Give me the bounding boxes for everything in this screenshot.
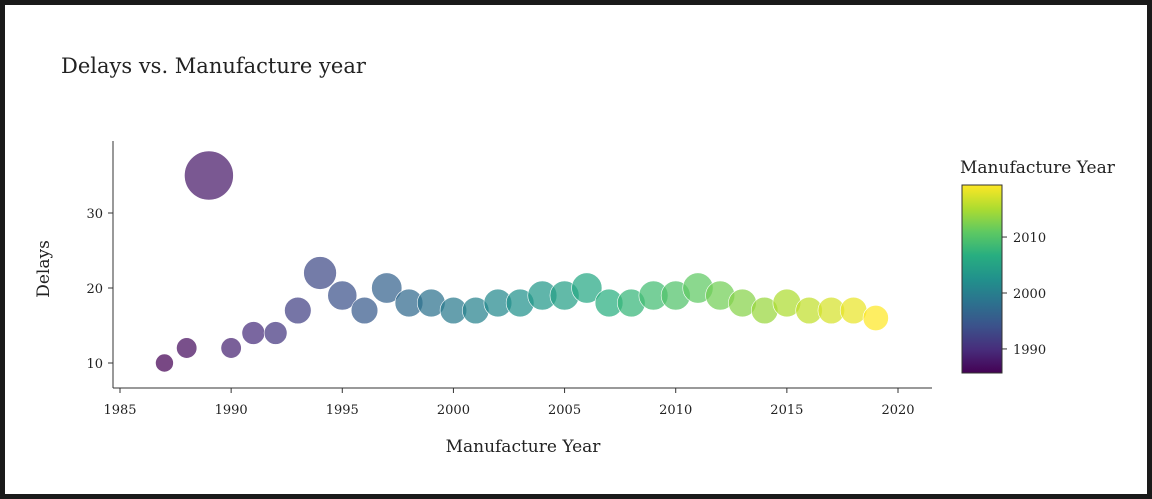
data-point (155, 353, 174, 373)
data-point (839, 296, 868, 325)
colorbar-ticks: 1990 2000 2010 (1002, 231, 1046, 358)
y-tick-label: 20 (86, 282, 103, 297)
x-tick-label: 1985 (103, 403, 136, 418)
x-axis-ticks: 1985 1990 1995 2000 2005 2010 2015 2020 (103, 388, 915, 418)
data-point (241, 321, 266, 345)
x-tick-label: 1990 (215, 403, 248, 418)
colorbar-title: Manufacture Year (960, 158, 1116, 178)
colorbar-tick-label: 2000 (1013, 287, 1046, 302)
colorbar-tick-label: 1990 (1013, 343, 1046, 358)
scatter-chart: Delays vs. Manufacture year 1985 1990 1995… (34, 54, 1116, 457)
colorbar (961, 184, 1003, 374)
data-point (184, 150, 234, 201)
x-axis-label: Manufacture Year (446, 437, 602, 457)
data-point (263, 321, 288, 345)
x-tick-label: 2000 (437, 403, 470, 418)
data-point (350, 296, 379, 325)
x-tick-label: 2010 (659, 403, 692, 418)
data-point (862, 304, 889, 332)
data-point (327, 280, 358, 311)
data-point (571, 272, 603, 304)
data-point (371, 272, 403, 304)
data-point (303, 256, 337, 290)
data-point (284, 296, 312, 325)
y-tick-label: 10 (86, 357, 103, 372)
y-axis-label: Delays (34, 240, 54, 298)
y-tick-label: 30 (86, 207, 103, 222)
data-point (176, 337, 198, 359)
data-point (220, 337, 242, 359)
chart-title: Delays vs. Manufacture year (61, 54, 367, 78)
points-layer (155, 150, 889, 373)
colorbar-tick-label: 2010 (1013, 231, 1046, 246)
x-tick-label: 2005 (548, 403, 581, 418)
x-tick-label: 2015 (770, 403, 803, 418)
chart-frame: Delays vs. Manufacture year 1985 1990 1995… (5, 5, 1147, 494)
x-tick-label: 1995 (326, 403, 359, 418)
y-axis-ticks: 10 20 30 (86, 207, 113, 372)
x-tick-label: 2020 (881, 403, 914, 418)
